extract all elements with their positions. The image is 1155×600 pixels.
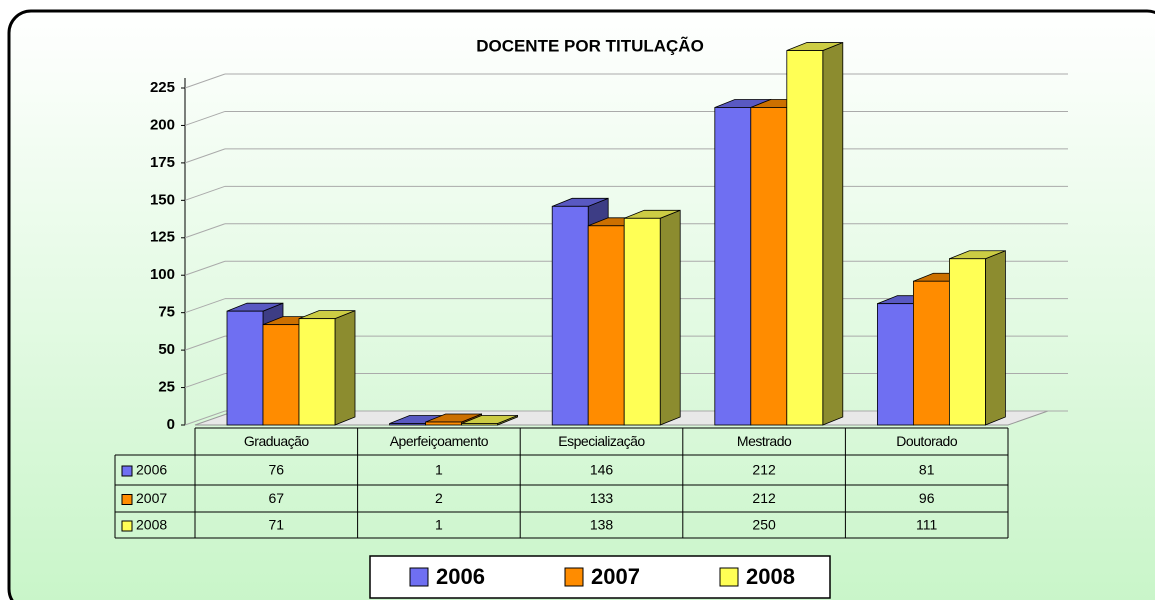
x-tick-label: Doutorado [896, 433, 958, 449]
grid-connector [184, 335, 226, 351]
bar [551, 205, 589, 426]
legend-box [369, 555, 831, 599]
grid-connector [184, 298, 226, 314]
legend-label: 2007 [591, 564, 640, 589]
table-cell: 146 [590, 462, 614, 478]
y-tick-label: 50 [158, 341, 175, 358]
x-tick-label: Especialização [558, 433, 645, 449]
table-cell: 111 [916, 517, 937, 533]
table-cell: 138 [590, 517, 614, 533]
table-cell: 1 [435, 517, 443, 533]
bar [750, 107, 788, 426]
legend-label: 2006 [436, 564, 485, 589]
legend-label: 2008 [746, 564, 795, 589]
table-legend-key [121, 465, 133, 477]
bar [714, 107, 752, 426]
table-cell: 76 [269, 462, 285, 478]
y-tick-label: 150 [150, 191, 175, 208]
bar [425, 421, 463, 426]
bar-side [659, 209, 681, 426]
y-tick-label: 0 [167, 416, 175, 433]
table-legend-key [121, 494, 133, 505]
table-row-label: 2007 [136, 490, 167, 506]
y-tick-label: 175 [150, 154, 175, 171]
legend-key [564, 567, 584, 587]
y-tick-label: 200 [150, 116, 175, 133]
table-cell: 250 [752, 517, 776, 533]
y-tick-label: 75 [158, 304, 175, 321]
bar-side [822, 41, 844, 426]
grid-connector [184, 185, 226, 201]
table-cell: 81 [919, 462, 935, 478]
bar [623, 217, 661, 426]
bar [913, 280, 950, 426]
x-tick-label: Mestrado [737, 433, 792, 449]
bar [877, 303, 914, 426]
x-tick-label: Graduação [244, 433, 309, 449]
grid-connector [184, 223, 226, 239]
table-cell: 71 [269, 517, 285, 533]
grid-connector [184, 73, 226, 89]
table-row-label: 2008 [136, 517, 167, 533]
bar-side [985, 250, 1006, 426]
y-tick-label: 100 [150, 266, 175, 283]
table-cell: 2 [435, 490, 443, 506]
legend-key [409, 567, 429, 587]
bar [949, 258, 986, 426]
table-cell: 212 [752, 490, 776, 506]
bar [262, 324, 300, 426]
grid-connector [184, 148, 226, 164]
table-cell: 1 [435, 462, 443, 478]
table-cell: 67 [269, 490, 285, 506]
table-row-label: 2006 [136, 462, 167, 478]
grid-connector [184, 373, 226, 389]
grid-connector [184, 260, 226, 276]
y-tick-label: 225 [150, 79, 175, 96]
chart-title: DOCENTE POR TITULAÇÃO [476, 35, 704, 55]
y-tick-label: 25 [158, 379, 175, 396]
table-cell: 96 [919, 490, 935, 506]
table-cell: 133 [590, 490, 614, 506]
bar-side [334, 310, 356, 426]
x-tick-label: Aperfeiçoamento [390, 433, 489, 449]
bar [786, 50, 824, 426]
bar [461, 423, 499, 426]
bar [389, 423, 427, 426]
bar [298, 318, 336, 426]
grid-connector [184, 410, 226, 426]
legend-key [719, 567, 739, 587]
bar [226, 310, 264, 426]
bar [587, 225, 625, 426]
grid-connector [184, 110, 226, 126]
y-tick-label: 125 [150, 229, 175, 246]
table-legend-key [121, 520, 133, 532]
table-cell: 212 [752, 462, 776, 478]
